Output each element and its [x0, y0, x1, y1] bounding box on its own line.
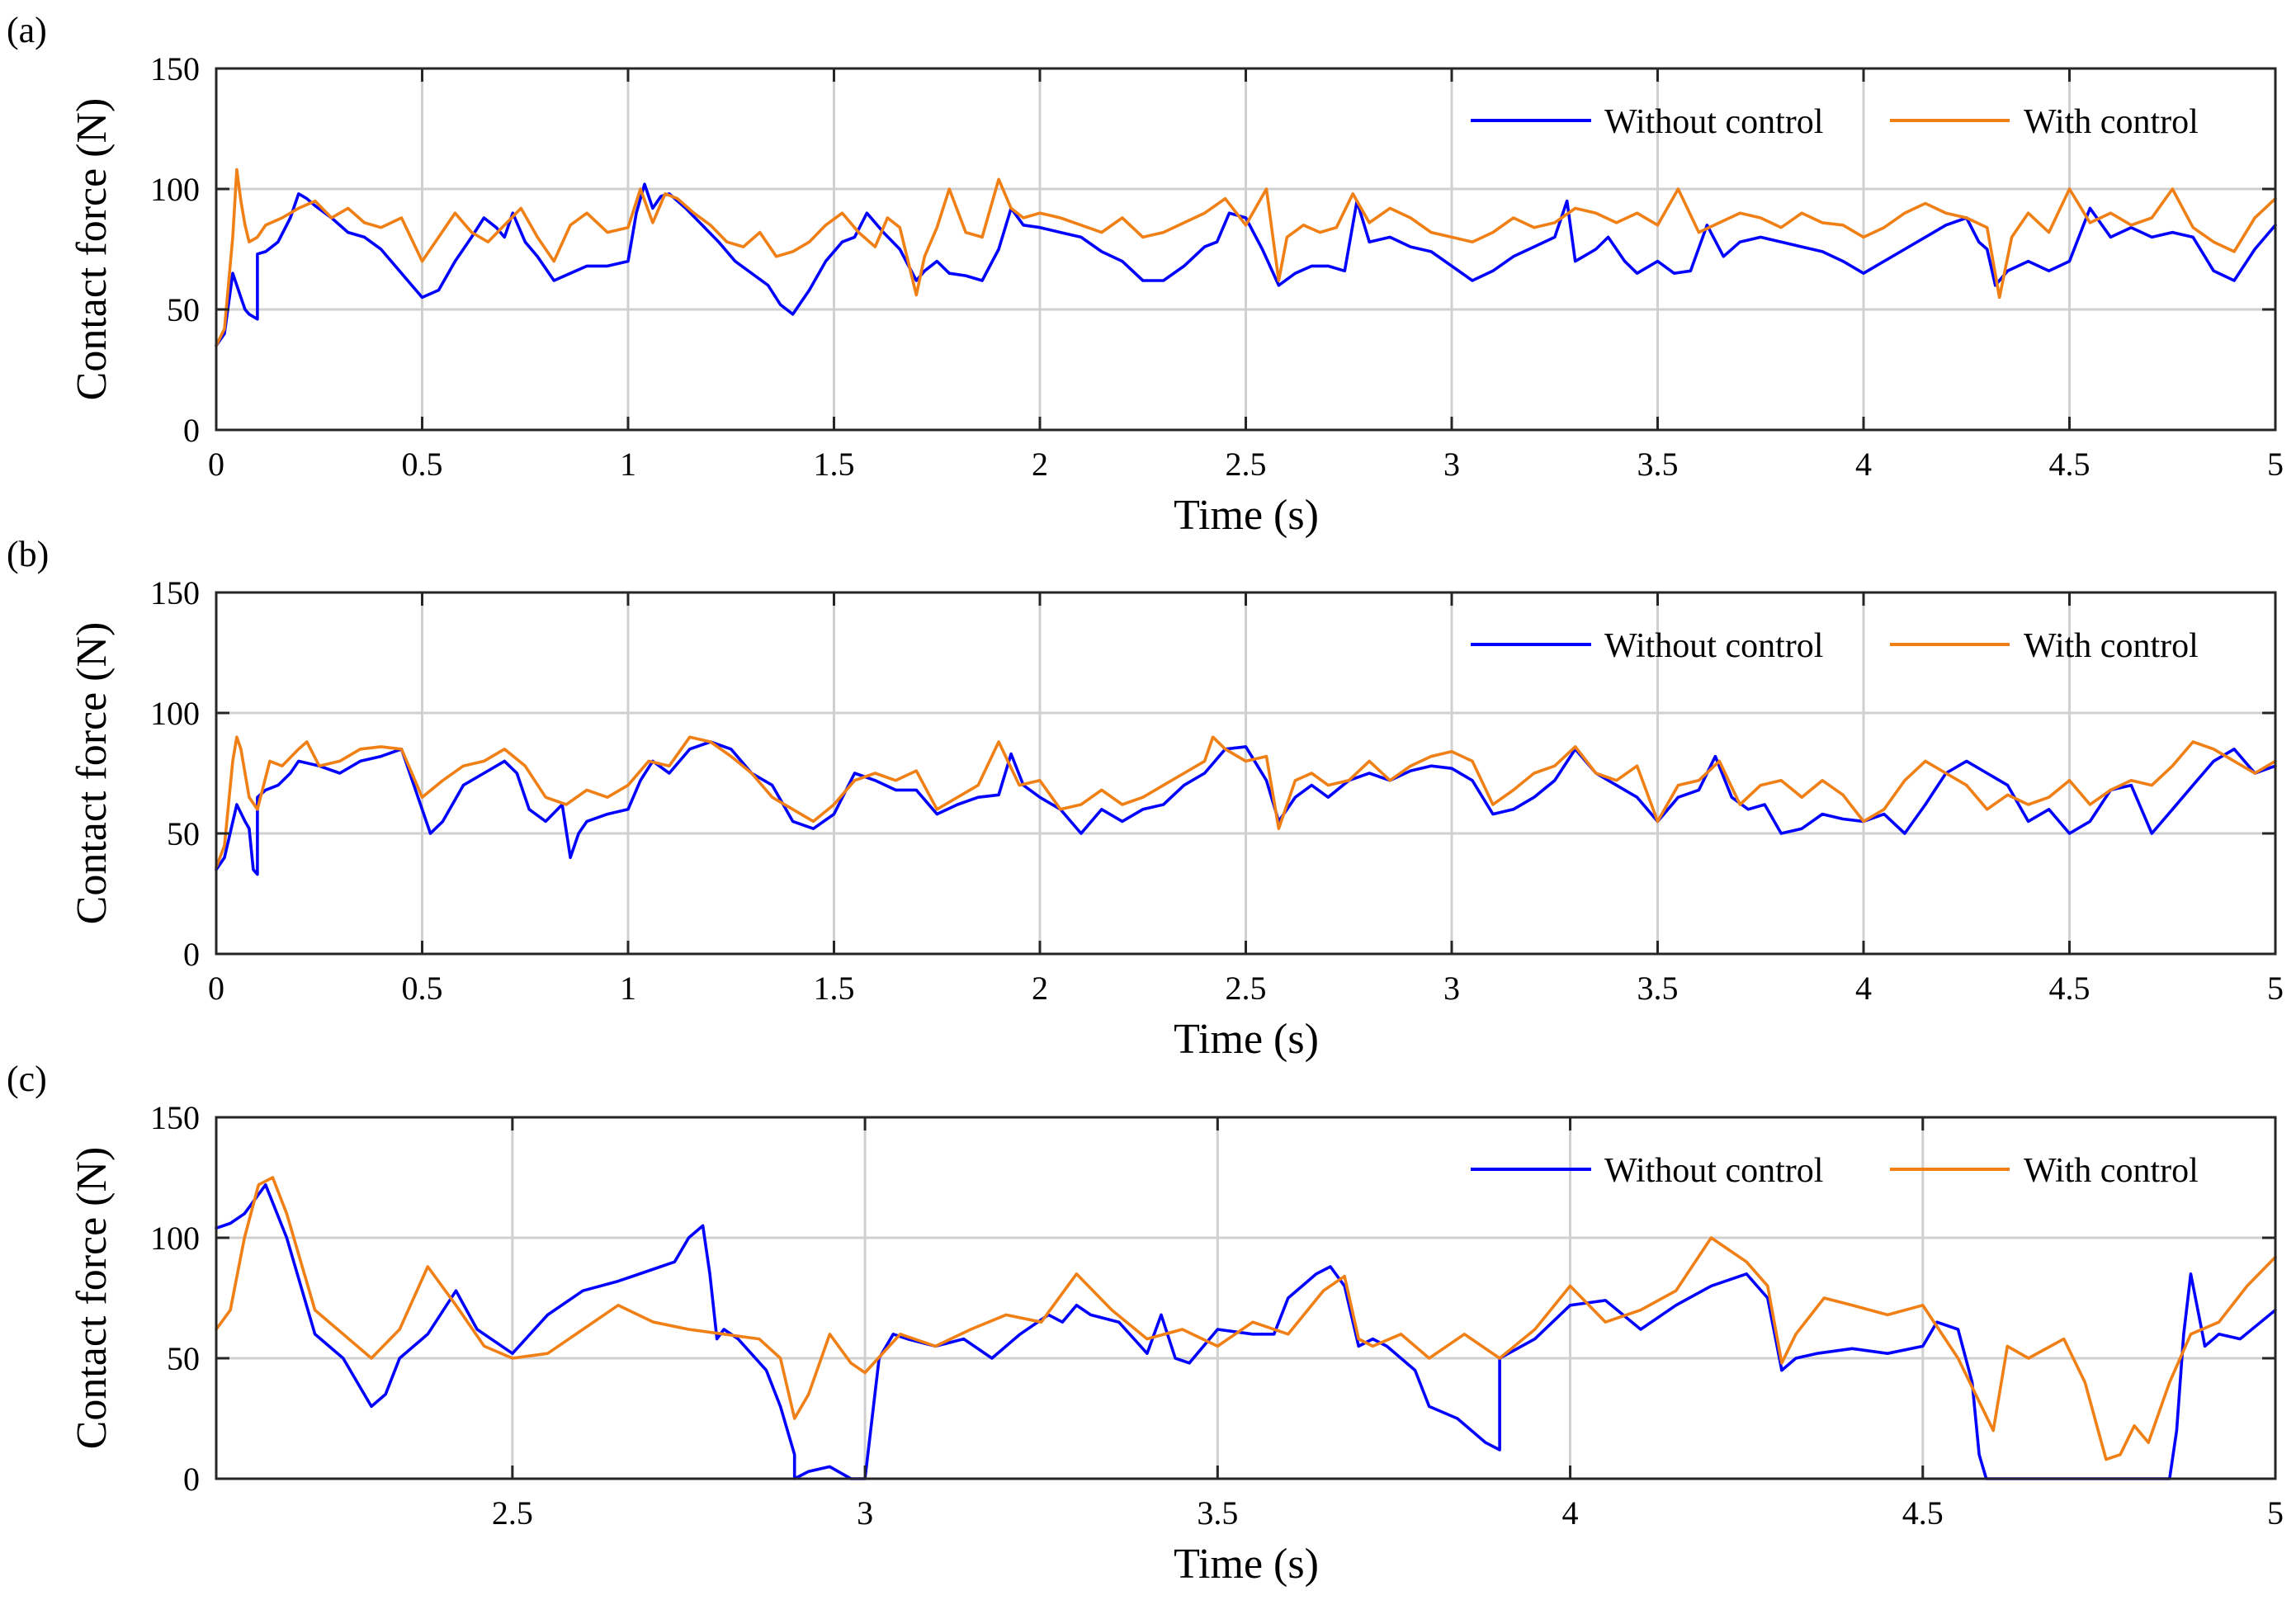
- x-tick-label: 4: [1855, 970, 1872, 1007]
- panel-label: (a): [7, 10, 47, 50]
- grid: [216, 1117, 2275, 1479]
- x-tick-label: 3: [1443, 446, 1460, 483]
- x-tick-label: 2: [1032, 970, 1048, 1007]
- x-tick-label: 2.5: [492, 1494, 533, 1532]
- series-line-without-control: [215, 1183, 2277, 1480]
- x-tick-label: 5: [2267, 446, 2284, 483]
- y-axis-title: Contact force (N): [69, 1147, 116, 1450]
- x-tick-label: 4.5: [2049, 970, 2090, 1007]
- legend-label-with-control: With control: [2024, 627, 2199, 665]
- x-tick-label: 3: [857, 1494, 873, 1532]
- x-tick-label: 2.5: [1226, 970, 1267, 1007]
- x-tick-label: 2.5: [1226, 446, 1267, 483]
- x-tick-label: 1: [620, 446, 636, 483]
- x-tick-label: 5: [2267, 970, 2284, 1007]
- y-tick-label: 50: [167, 815, 200, 852]
- y-tick-label: 150: [150, 50, 200, 87]
- y-tick-label: 150: [150, 1099, 200, 1136]
- y-tick-label: 100: [150, 1220, 200, 1257]
- y-tick-label: 150: [150, 574, 200, 611]
- series-layer: [215, 168, 2277, 347]
- legend: Without control With control: [1471, 103, 2199, 141]
- x-tick-label: 1: [620, 970, 636, 1007]
- series-line-with-control: [215, 168, 2277, 347]
- y-tick-label: 100: [150, 695, 200, 732]
- x-tick-label: 1.5: [814, 970, 855, 1007]
- x-tick-label: 4.5: [2049, 446, 2090, 483]
- y-tick-label: 0: [183, 412, 200, 449]
- x-tick-label: 5: [2267, 1494, 2284, 1532]
- x-tick-label: 3: [1443, 970, 1460, 1007]
- x-tick-label: 0.5: [402, 446, 443, 483]
- legend-label-without-control: Without control: [1604, 103, 1823, 141]
- series-layer: [215, 1176, 2277, 1480]
- x-axis-title: Time (s): [1174, 1016, 1319, 1063]
- y-tick-label: 50: [167, 1340, 200, 1377]
- x-tick-label: 0: [208, 446, 224, 483]
- y-tick-label: 100: [150, 171, 200, 208]
- y-tick-label: 0: [183, 1461, 200, 1498]
- x-tick-label: 3.5: [1637, 446, 1679, 483]
- y-axis-title: Contact force (N): [69, 98, 116, 401]
- x-tick-label: 4.5: [1902, 1494, 1944, 1532]
- axes-frame: [215, 1116, 2277, 1480]
- legend-label-without-control: Without control: [1604, 1152, 1823, 1190]
- x-tick-label: 3.5: [1197, 1494, 1238, 1532]
- series-line-without-control: [215, 182, 2277, 347]
- x-tick-label: 0.5: [402, 970, 443, 1007]
- grid: [216, 68, 2275, 430]
- series-line-with-control: [215, 735, 2277, 869]
- x-tick-label: 2: [1032, 446, 1048, 483]
- x-tick-label: 4: [1562, 1494, 1579, 1532]
- legend-label-without-control: Without control: [1604, 627, 1823, 665]
- series-line-without-control: [215, 740, 2277, 876]
- x-tick-label: 0: [208, 970, 224, 1007]
- grid: [216, 592, 2275, 954]
- y-tick-label: 50: [167, 291, 200, 328]
- x-tick-label: 4: [1855, 446, 1872, 483]
- legend: Without control With control: [1471, 1152, 2199, 1190]
- legend-label-with-control: With control: [2024, 103, 2199, 141]
- panel-label: (b): [7, 534, 49, 574]
- y-tick-label: 0: [183, 936, 200, 973]
- x-axis-title: Time (s): [1174, 1541, 1319, 1588]
- legend: Without control With control: [1471, 627, 2199, 665]
- series-line-with-control: [215, 1176, 2277, 1461]
- x-tick-label: 3.5: [1637, 970, 1679, 1007]
- panel-label: (c): [7, 1059, 47, 1099]
- x-axis-title: Time (s): [1174, 492, 1319, 539]
- x-tick-label: 1.5: [814, 446, 855, 483]
- y-axis-title: Contact force (N): [69, 622, 116, 925]
- legend-label-with-control: With control: [2024, 1152, 2199, 1190]
- series-layer: [215, 735, 2277, 876]
